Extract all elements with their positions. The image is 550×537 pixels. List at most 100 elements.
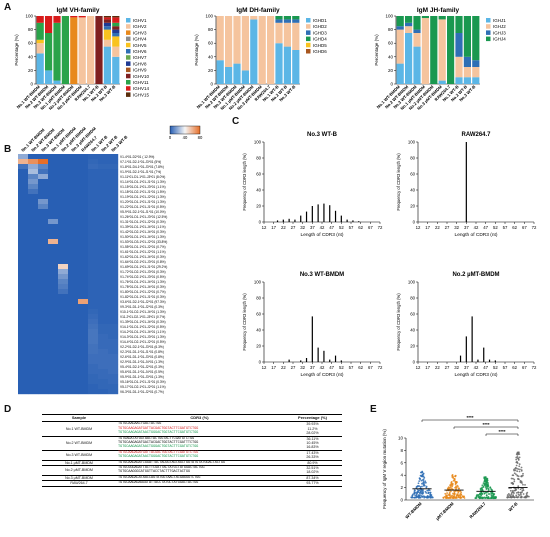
header-cdr3: CDR3 (%) <box>116 413 283 423</box>
heatmap-cell <box>68 189 79 195</box>
heatmap-cell <box>88 274 99 280</box>
legend-swatch <box>486 18 491 23</box>
row-label: V1-39*01-D1-1*01-J4*01 (1.1%) <box>120 225 166 229</box>
y-tick-label: 100 <box>254 280 262 285</box>
heatmap-cell <box>78 209 89 215</box>
heatmap-cell <box>48 244 59 250</box>
heatmap-cell <box>38 284 49 290</box>
heatmap-cell <box>48 179 59 185</box>
heatmap-cell <box>108 379 119 385</box>
heatmap-cell <box>68 169 79 175</box>
heatmap-cell <box>28 194 39 200</box>
heatmap-cell <box>98 349 109 355</box>
data-point <box>420 475 423 478</box>
heatmap-cell <box>48 184 59 190</box>
chart-title: No.3 WT-B <box>307 132 338 138</box>
legend-swatch <box>306 24 311 29</box>
bar-segment <box>258 16 266 84</box>
heatmap-cell <box>108 164 119 170</box>
data-point <box>481 492 483 495</box>
heatmap-cell <box>78 309 89 315</box>
heatmap-cell <box>58 239 69 245</box>
heatmap-cell <box>38 189 49 195</box>
data-point <box>452 492 454 495</box>
x-tick-label: 52 <box>493 365 498 370</box>
table-header-row: Sample CDR3 (%) Percentage (%) <box>42 413 342 423</box>
heatmap-cell <box>108 239 119 245</box>
data-point <box>483 484 486 487</box>
chart-title: IgM DH-family <box>236 7 280 14</box>
heatmap-cell <box>38 229 49 235</box>
y-tick-label: 60 <box>256 172 261 177</box>
heatmap-cell <box>18 369 29 375</box>
data-point <box>514 469 517 472</box>
bar-segment <box>421 16 429 19</box>
data-point <box>448 496 451 499</box>
bar <box>323 350 325 362</box>
y-tick-label: 60 <box>28 41 34 46</box>
data-point <box>428 489 431 492</box>
heatmap-cell <box>108 324 119 330</box>
heatmap-cell <box>108 264 119 270</box>
data-point <box>517 459 520 461</box>
y-tick-label: 20 <box>28 68 34 73</box>
legend-label: IGHV4 <box>133 37 147 42</box>
data-point <box>491 492 494 495</box>
x-tick-label: 42 <box>320 225 325 230</box>
heatmap-cell <box>108 204 119 210</box>
row-label: V1-78*01-D1-1*01-J4*01 (0.3%) <box>120 285 166 289</box>
heatmap-cell <box>68 164 79 170</box>
bar <box>323 203 325 222</box>
heatmap-cell <box>98 194 109 200</box>
heatmap-cell <box>28 314 39 320</box>
data-point <box>483 492 486 495</box>
bar-segment <box>36 22 44 40</box>
heatmap-cell <box>58 169 69 175</box>
heatmap-cell <box>38 244 49 250</box>
bar-segment <box>396 29 404 64</box>
sample-cell: No.1 WT-BMDM <box>65 426 93 431</box>
bar <box>300 215 302 222</box>
heatmap-cell <box>28 214 39 220</box>
heatmap-cell <box>18 384 29 390</box>
heatmap-cell <box>68 284 79 290</box>
row-label: V1-4*01-D2*01 ( 12.9%) <box>120 155 154 159</box>
bar-segment <box>53 22 61 81</box>
heatmap-cell <box>18 249 29 255</box>
bar-segment <box>283 16 291 20</box>
data-point <box>454 486 456 489</box>
heatmap-cell <box>88 234 99 240</box>
row-label: V1-39*01-D1-1*01-J4*01 (0.3%) <box>120 320 166 324</box>
heatmap-cell <box>48 159 59 165</box>
heatmap-cell <box>98 174 109 180</box>
heatmap-cell <box>108 234 119 240</box>
heatmap-cell <box>58 309 69 315</box>
heatmap-cell <box>38 354 49 360</box>
row-label: V3-6*01-D2-1*01-J2*01 (97.3%) <box>120 300 166 304</box>
bar <box>465 336 467 362</box>
x-tick-label: 72 <box>378 225 383 230</box>
heatmap-cell <box>98 384 109 390</box>
data-point <box>514 487 517 490</box>
heatmap-cell <box>88 344 99 350</box>
heatmap-cell <box>78 314 89 320</box>
heatmap-cell <box>108 244 119 250</box>
heatmap-cell <box>68 224 79 230</box>
heatmap-cell <box>98 254 109 260</box>
data-point <box>479 487 482 490</box>
data-point <box>517 491 520 494</box>
heatmap-cell <box>108 314 119 320</box>
heatmap-cell <box>58 179 69 185</box>
chart-title: RAW264.7 <box>461 132 491 138</box>
heatmap-cell <box>78 384 89 390</box>
percentage-cell: 93.77% <box>283 480 342 487</box>
heatmap-cell <box>28 184 39 190</box>
bar-segment <box>275 22 283 44</box>
data-point <box>455 496 458 499</box>
heatmap-cell <box>18 319 29 325</box>
bar-segment <box>103 17 111 20</box>
data-point <box>479 497 482 499</box>
heatmap-cell <box>58 269 69 275</box>
heatmap-cell <box>18 164 29 170</box>
